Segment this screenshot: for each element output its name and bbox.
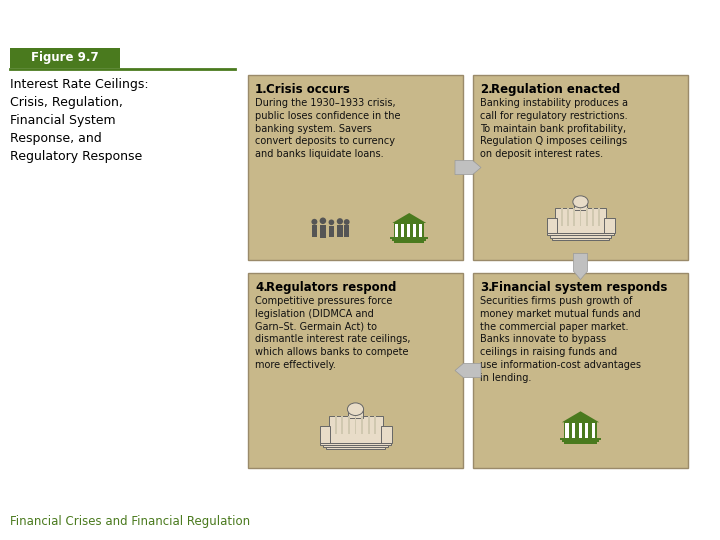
Bar [374, 415, 377, 434]
Bar [580, 208, 581, 226]
Text: Figure 9.7: Figure 9.7 [31, 51, 99, 64]
Bar [402, 224, 405, 237]
Bar [395, 223, 424, 240]
Bar [579, 423, 582, 438]
Circle shape [312, 219, 318, 225]
Bar [248, 75, 463, 260]
Text: Competitive pressures force
legislation (DIDMCA and
Garn–St. Germain Act) to
dis: Competitive pressures force legislation … [255, 296, 410, 370]
Bar [392, 239, 426, 241]
Circle shape [343, 219, 350, 225]
Bar [344, 225, 349, 237]
Bar [592, 423, 595, 438]
Text: Regulation enacted: Regulation enacted [491, 83, 620, 96]
Ellipse shape [573, 196, 588, 208]
Bar [395, 241, 424, 243]
Text: During the 1930–1933 crisis,
public loses confidence in the
banking system. Save: During the 1930–1933 crisis, public lose… [255, 98, 400, 159]
Bar [567, 208, 569, 226]
Bar [248, 273, 463, 468]
Bar [325, 447, 385, 449]
Text: Financial system responds: Financial system responds [491, 281, 667, 294]
Bar [413, 224, 416, 237]
Bar [355, 415, 356, 434]
Bar [320, 426, 330, 442]
Bar [564, 442, 597, 444]
Text: Crisis occurs: Crisis occurs [266, 83, 350, 96]
Polygon shape [455, 363, 481, 377]
Bar [361, 415, 363, 434]
Bar [592, 208, 594, 226]
Circle shape [328, 219, 334, 225]
Bar [604, 218, 614, 233]
Bar [320, 442, 390, 445]
Bar [320, 225, 325, 238]
Bar [585, 423, 588, 438]
Bar [586, 208, 588, 226]
Bar [348, 409, 363, 418]
Bar [555, 208, 606, 233]
Bar [312, 225, 317, 237]
Bar [550, 235, 611, 238]
Circle shape [337, 218, 343, 225]
Bar [337, 225, 343, 238]
Bar [598, 208, 600, 226]
Bar [329, 226, 334, 237]
Bar [348, 415, 350, 434]
Bar [573, 208, 575, 226]
Bar [420, 224, 423, 237]
Polygon shape [455, 160, 481, 174]
Bar [335, 415, 337, 434]
Bar [368, 415, 369, 434]
Bar [408, 224, 410, 237]
Polygon shape [562, 411, 599, 422]
Text: Regulators respond: Regulators respond [266, 281, 397, 294]
Text: Banking instability produces a
call for regulatory restrictions.
To maintain ban: Banking instability produces a call for … [480, 98, 628, 159]
Bar [552, 238, 608, 240]
Bar [559, 438, 601, 440]
Bar [574, 202, 588, 210]
Text: Securities firms push growth of
money market mutual funds and
the commercial pap: Securities firms push growth of money ma… [480, 296, 641, 383]
Bar [323, 445, 388, 447]
Bar [572, 423, 575, 438]
Bar [473, 273, 688, 468]
Bar [10, 48, 120, 68]
Bar [547, 233, 613, 235]
Bar [381, 426, 392, 442]
Ellipse shape [347, 403, 364, 415]
Circle shape [320, 218, 326, 224]
Bar [561, 208, 562, 226]
Bar [341, 415, 343, 434]
Bar [546, 218, 557, 233]
Text: 4.: 4. [255, 281, 268, 294]
Text: Interest Rate Ceilings:
Crisis, Regulation,
Financial System
Response, and
Regul: Interest Rate Ceilings: Crisis, Regulati… [10, 78, 148, 163]
Polygon shape [392, 213, 426, 223]
Polygon shape [573, 253, 588, 280]
Bar [562, 440, 599, 442]
Text: 3.: 3. [480, 281, 492, 294]
Bar [564, 422, 597, 441]
Bar [473, 75, 688, 260]
Text: 1.: 1. [255, 83, 268, 96]
Bar [390, 237, 428, 239]
Bar [328, 415, 382, 442]
Text: 2.: 2. [480, 83, 492, 96]
Text: Financial Crises and Financial Regulation: Financial Crises and Financial Regulatio… [10, 516, 250, 529]
Bar [395, 224, 398, 237]
Bar [565, 423, 569, 438]
